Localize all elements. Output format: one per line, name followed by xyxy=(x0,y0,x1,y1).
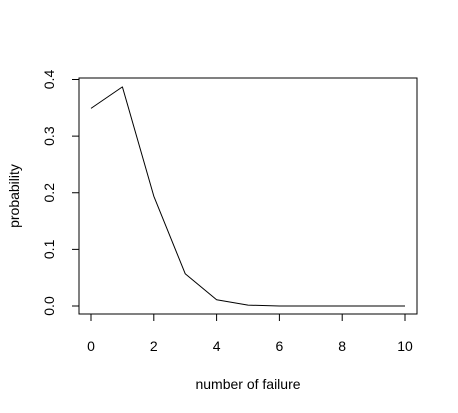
x-tick-label: 10 xyxy=(397,338,413,354)
x-tick-label: 4 xyxy=(213,338,221,354)
x-axis-label: number of failure xyxy=(195,376,300,392)
y-axis: 0.0 0.1 0.2 0.3 0.4 xyxy=(41,70,80,316)
y-tick-label: 0.2 xyxy=(41,183,57,203)
y-tick-label: 0.4 xyxy=(41,70,57,90)
x-tick-label: 0 xyxy=(87,338,95,354)
x-axis: 0 2 4 6 8 10 xyxy=(87,313,413,354)
x-tick-label: 8 xyxy=(338,338,346,354)
y-tick-label: 0.0 xyxy=(41,296,57,316)
y-tick-label: 0.3 xyxy=(41,126,57,146)
series-layer xyxy=(90,86,405,307)
series-line xyxy=(90,86,405,307)
y-axis-label: probability xyxy=(6,164,22,228)
y-tick-label: 0.1 xyxy=(41,239,57,259)
x-tick-label: 6 xyxy=(276,338,284,354)
x-tick-label: 2 xyxy=(150,338,158,354)
